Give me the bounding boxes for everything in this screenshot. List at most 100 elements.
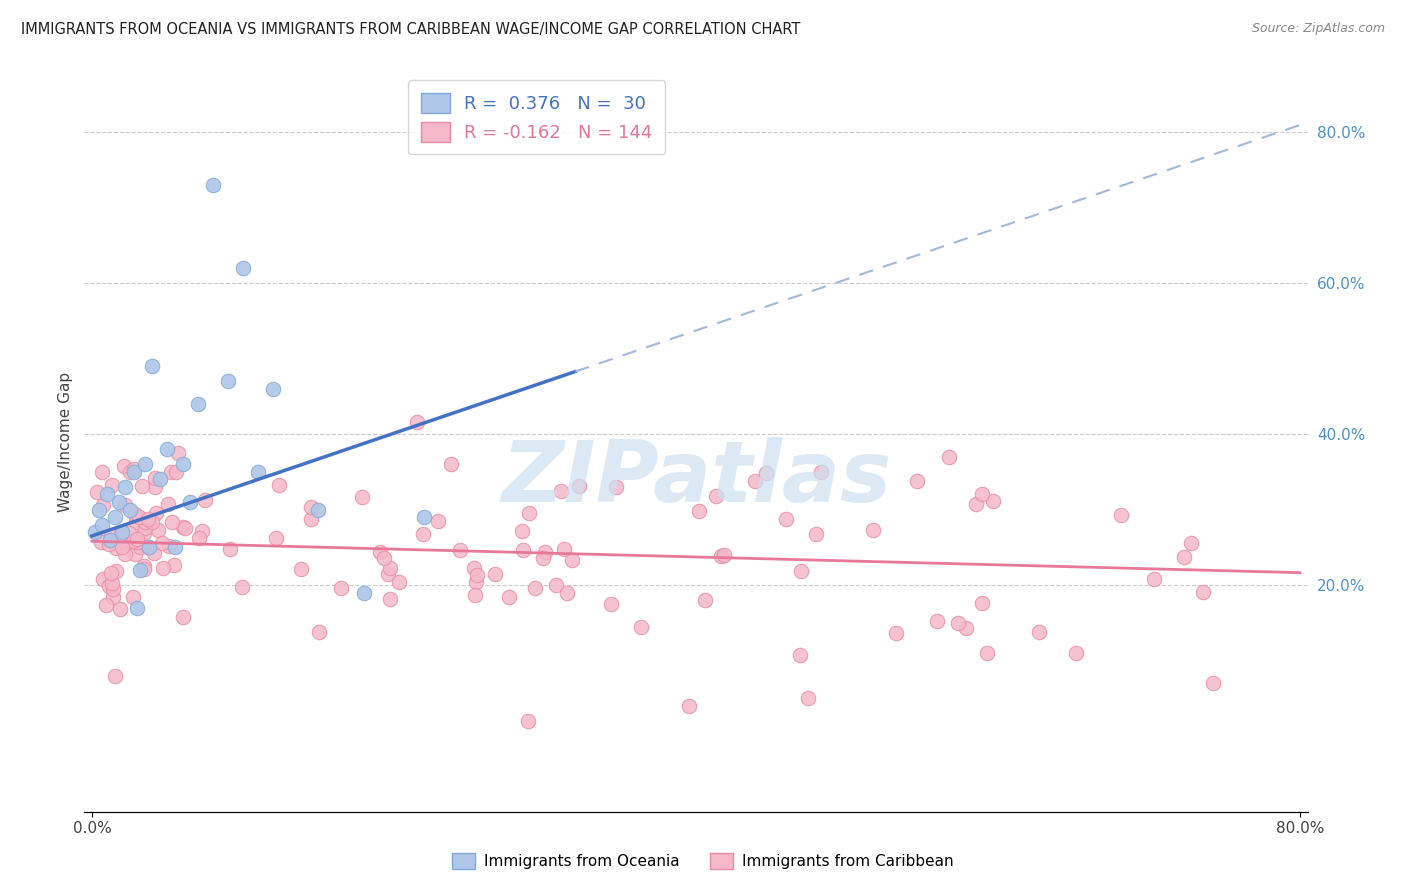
Legend: R =  0.376   N =  30, R = -0.162   N = 144: R = 0.376 N = 30, R = -0.162 N = 144 <box>409 80 665 154</box>
Point <box>156 442 179 456</box>
Point <box>190 524 212 538</box>
Point <box>124 548 146 562</box>
Point <box>125 515 148 529</box>
Point <box>141 359 163 373</box>
Point <box>110 526 132 541</box>
Point <box>194 493 217 508</box>
Point <box>138 541 160 555</box>
Point <box>231 580 253 594</box>
Point <box>308 624 330 639</box>
Point <box>96 598 118 612</box>
Point <box>172 520 194 534</box>
Point <box>884 626 907 640</box>
Y-axis label: Wage/Income Gap: Wage/Income Gap <box>58 371 73 512</box>
Point <box>605 479 627 493</box>
Point <box>167 445 190 459</box>
Point <box>970 597 993 611</box>
Point <box>413 510 436 524</box>
Point <box>630 620 652 634</box>
Point <box>112 458 135 473</box>
Point <box>111 530 134 544</box>
Point <box>91 572 114 586</box>
Point <box>100 528 122 542</box>
Point <box>484 566 506 581</box>
Point <box>120 465 142 479</box>
Point <box>146 523 169 537</box>
Point <box>1173 549 1195 564</box>
Point <box>122 465 145 479</box>
Point <box>100 566 122 581</box>
Point <box>713 548 735 562</box>
Point <box>143 471 166 485</box>
Point <box>775 512 797 526</box>
Point <box>124 507 146 521</box>
Point <box>90 535 112 549</box>
Point <box>352 490 374 504</box>
Point <box>114 536 136 550</box>
Text: IMMIGRANTS FROM OCEANIA VS IMMIGRANTS FROM CARIBBEAN WAGE/INCOME GAP CORRELATION: IMMIGRANTS FROM OCEANIA VS IMMIGRANTS FR… <box>21 22 800 37</box>
Point <box>465 575 488 590</box>
Point <box>925 614 948 628</box>
Point <box>128 510 150 524</box>
Point <box>804 527 827 541</box>
Point <box>114 499 136 513</box>
Point <box>108 495 131 509</box>
Point <box>797 691 820 706</box>
Point <box>463 561 485 575</box>
Point <box>152 561 174 575</box>
Point <box>388 575 411 590</box>
Point <box>427 514 450 528</box>
Point <box>412 527 434 541</box>
Point <box>678 698 700 713</box>
Point <box>125 535 148 549</box>
Point <box>972 487 994 501</box>
Point <box>162 558 184 573</box>
Point <box>114 547 136 561</box>
Point <box>531 550 554 565</box>
Point <box>104 564 127 578</box>
Point <box>709 549 731 563</box>
Point <box>555 586 578 600</box>
Point <box>378 561 401 575</box>
Point <box>96 487 118 501</box>
Point <box>405 415 427 429</box>
Point <box>134 515 156 529</box>
Point <box>132 558 155 573</box>
Point <box>464 588 486 602</box>
Point <box>1180 536 1202 550</box>
Point <box>162 515 184 529</box>
Point <box>510 524 533 538</box>
Point <box>546 578 568 592</box>
Point <box>187 531 209 545</box>
Point <box>704 489 727 503</box>
Point <box>232 260 254 275</box>
Point <box>101 590 124 604</box>
Point <box>981 494 1004 508</box>
Point <box>553 542 575 557</box>
Point <box>157 497 180 511</box>
Point <box>150 536 173 550</box>
Point <box>810 465 832 479</box>
Point <box>517 714 540 728</box>
Point <box>353 585 375 599</box>
Point <box>86 485 108 500</box>
Point <box>755 466 778 480</box>
Point <box>330 581 353 595</box>
Point <box>1143 572 1166 586</box>
Point <box>91 465 114 479</box>
Point <box>127 533 149 547</box>
Point <box>111 541 134 555</box>
Point <box>299 500 322 515</box>
Point <box>134 521 156 535</box>
Point <box>143 480 166 494</box>
Point <box>789 648 811 663</box>
Point <box>247 465 270 479</box>
Point <box>1109 508 1132 522</box>
Point <box>378 591 401 606</box>
Text: Source: ZipAtlas.com: Source: ZipAtlas.com <box>1251 22 1385 36</box>
Point <box>965 497 987 511</box>
Point <box>91 517 114 532</box>
Point <box>114 480 136 494</box>
Point <box>89 502 111 516</box>
Point <box>262 382 284 396</box>
